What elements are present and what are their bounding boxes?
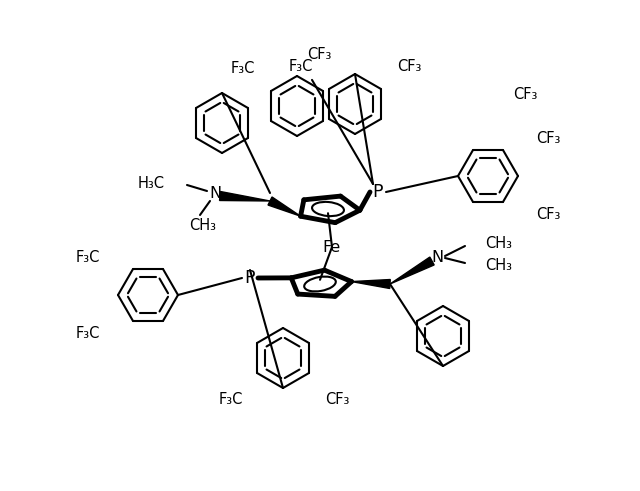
Text: CF₃: CF₃: [325, 392, 349, 408]
Text: CH₃: CH₃: [485, 257, 512, 273]
Polygon shape: [390, 257, 434, 284]
Text: P: P: [372, 183, 383, 201]
Text: H₃C: H₃C: [138, 175, 165, 191]
Text: F₃C: F₃C: [76, 249, 100, 265]
Text: N: N: [209, 186, 221, 200]
Text: P: P: [244, 269, 255, 287]
Text: Fe: Fe: [323, 240, 341, 254]
Text: F₃C: F₃C: [219, 392, 243, 408]
Text: CF₃: CF₃: [397, 58, 421, 74]
Polygon shape: [268, 197, 301, 216]
Polygon shape: [220, 191, 270, 201]
Text: CH₃: CH₃: [189, 218, 216, 233]
Text: CH₃: CH₃: [485, 236, 512, 250]
Text: CF₃: CF₃: [307, 47, 332, 61]
Text: CF₃: CF₃: [536, 207, 561, 221]
Text: F₃C: F₃C: [76, 326, 100, 340]
Text: N: N: [431, 250, 443, 266]
Text: CF₃: CF₃: [536, 131, 561, 145]
Polygon shape: [351, 279, 390, 289]
Text: F₃C: F₃C: [230, 60, 255, 76]
Text: F₃C: F₃C: [289, 58, 313, 74]
Text: CF₃: CF₃: [513, 86, 538, 102]
